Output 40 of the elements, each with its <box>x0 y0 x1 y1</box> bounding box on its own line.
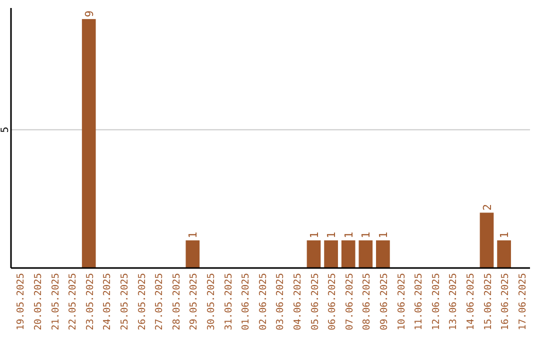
data-label: 1 <box>498 232 512 238</box>
x-tick-label: 05.06.2025 <box>310 273 321 330</box>
x-tick-label: 13.06.2025 <box>448 273 460 330</box>
x-tick-label: 29.05.2025 <box>188 273 200 330</box>
data-label: 1 <box>342 232 356 238</box>
x-tick-label: 06.06.2025 <box>327 273 338 330</box>
x-tick-label: 28.05.2025 <box>171 273 182 330</box>
x-tick-label: 09.06.2025 <box>378 273 390 330</box>
x-tick-label: 30.05.2025 <box>206 273 217 330</box>
data-label: 9 <box>82 10 96 18</box>
x-tick-label: 07.06.2025 <box>344 273 356 330</box>
x-tick-label: 31.05.2025 <box>223 273 234 330</box>
x-tick-label: 11.06.2025 <box>414 273 425 330</box>
data-label: 1 <box>325 232 338 238</box>
x-tick-label: 21.05.2025 <box>50 273 62 330</box>
x-tick-label: 12.06.2025 <box>430 273 442 330</box>
x-tick-label: 22.05.2025 <box>68 273 79 330</box>
x-tick-label: 17.06.2025 <box>517 273 528 330</box>
x-tick-label: 25.05.2025 <box>119 273 130 330</box>
x-tick-label: 10.06.2025 <box>396 273 408 330</box>
x-tick-label: 03.06.2025 <box>275 273 286 330</box>
data-label: 1 <box>360 232 373 238</box>
x-tick-label: 20.05.2025 <box>32 273 44 330</box>
x-tick-label: 24.05.2025 <box>102 273 114 330</box>
data-label: 1 <box>376 232 390 238</box>
x-tick-label: 08.06.2025 <box>362 273 373 330</box>
x-tick-label: 04.06.2025 <box>292 273 304 330</box>
data-label: 1 <box>186 232 200 238</box>
x-tick-label: 19.05.2025 <box>16 273 27 330</box>
x-tick-label: 26.05.2025 <box>136 273 148 330</box>
x-tick-label: 01.06.2025 <box>240 273 252 330</box>
x-tick-label: 16.06.2025 <box>500 273 512 330</box>
data-label: 1 <box>308 232 321 238</box>
data-label: 2 <box>480 204 494 211</box>
x-tick-label: 14.06.2025 <box>465 273 476 330</box>
x-tick-label: 27.05.2025 <box>154 273 166 330</box>
y-tick-label: 5 <box>0 126 11 133</box>
x-tick-label: 23.05.2025 <box>84 273 96 330</box>
x-tick-label: 15.06.2025 <box>482 273 494 330</box>
x-tick-label: 02.06.2025 <box>258 273 269 330</box>
